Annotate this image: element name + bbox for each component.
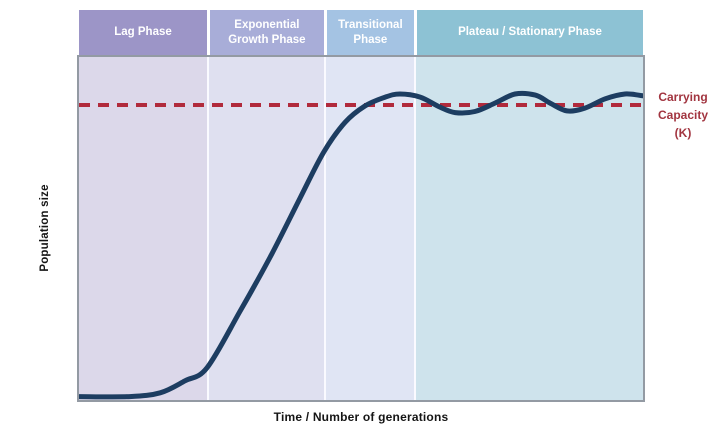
phase-band-label: Lag Phase (114, 26, 172, 39)
x-axis-label: Time / Number of generations (273, 410, 449, 424)
phase-band-label: Plateau / Stationary Phase (458, 26, 602, 39)
population-curve (79, 90, 643, 400)
carrying-capacity-label: Carrying Capacity (K) (647, 88, 719, 142)
phase-band-label: Exponential Growth Phase (228, 19, 306, 46)
phase-band-3: Transitional Phase (323, 10, 414, 55)
phase-band-4: Plateau / Stationary Phase (413, 10, 643, 55)
phase-area-1 (79, 57, 208, 400)
chart-canvas (79, 90, 643, 400)
phase-band-2: Exponential Growth Phase (207, 10, 324, 55)
carrying-capacity-line-3: (K) (674, 126, 692, 140)
carrying-capacity-line-2: Capacity (657, 108, 709, 122)
phase-area-3 (323, 57, 414, 400)
phase-band-label: Transitional Phase (338, 19, 403, 46)
carrying-capacity-line-1: Carrying (658, 90, 708, 104)
phase-header-bands: Lag Phase Exponential Growth Phase Transit… (79, 10, 643, 55)
phase-area-2 (207, 57, 324, 400)
phase-band-1: Lag Phase (79, 10, 208, 55)
plot-area (77, 55, 645, 402)
y-axis-label: Population size (39, 184, 51, 272)
